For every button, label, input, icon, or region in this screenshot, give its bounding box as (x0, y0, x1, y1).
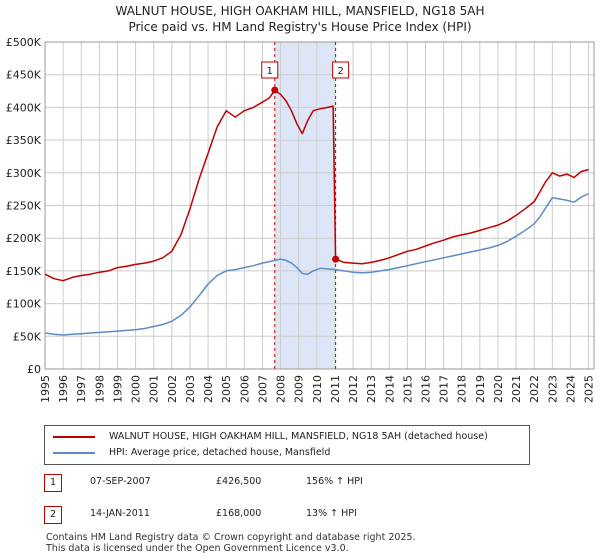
x-tick-label: 2004 (202, 375, 215, 403)
y-tick-label: £500K (6, 36, 42, 49)
sale-badge-1: 1 (44, 474, 62, 492)
sale-hpi-1: 156% ↑ HPI (306, 476, 363, 487)
x-tick-label: 2009 (293, 375, 306, 403)
x-tick-label: 2006 (238, 375, 251, 403)
sale-hpi-2: 13% ↑ HPI (306, 508, 357, 519)
x-tick-label: 2018 (456, 375, 469, 403)
x-tick-label: 2021 (510, 375, 523, 403)
sale-date-2: 14-JAN-2011 (90, 508, 150, 519)
x-tick-label: 2019 (474, 375, 487, 403)
x-tick-label: 2022 (528, 375, 541, 403)
chart-legend: WALNUT HOUSE, HIGH OAKHAM HILL, MANSFIEL… (44, 425, 530, 465)
y-tick-label: £300K (6, 167, 42, 180)
sale-point (332, 255, 340, 263)
property-price-line (44, 89, 589, 282)
x-tick-label: 2015 (401, 375, 414, 403)
x-tick-label: 2020 (492, 375, 505, 403)
price-chart: £0 £50K £100K £150K £200K £250K £300K £350K £400… (6, 36, 596, 403)
y-tick-label: £450K (6, 69, 42, 82)
footer-copyright: Contains HM Land Registry data © Crown c… (46, 532, 416, 543)
sale-price-1: £426,500 (216, 476, 262, 487)
x-tick-label: 2017 (438, 375, 451, 403)
y-tick-label: £350K (6, 134, 42, 147)
sale-label-box (332, 61, 350, 79)
hpi-line (44, 193, 589, 336)
y-tick-label: £400K (6, 101, 42, 114)
sale-price-2: £168,000 (216, 508, 262, 519)
y-tick-label: £0 (27, 363, 41, 376)
y-tick-label: £50K (13, 330, 42, 343)
x-tick-label: 1997 (75, 375, 88, 403)
sale-label-box (261, 61, 279, 79)
x-tick-label: 2023 (546, 375, 559, 403)
legend-label-hpi: HPI: Average price, detached house, Mans… (109, 447, 331, 458)
x-tick-label: 2025 (583, 375, 596, 403)
x-tick-label: 2000 (130, 375, 143, 403)
sale-point (271, 86, 279, 94)
y-tick-label: £250K (6, 200, 42, 213)
x-tick-label: 1998 (93, 375, 106, 403)
y-tick-label: £100K (6, 298, 42, 311)
y-tick-label: £150K (6, 265, 42, 278)
x-tick-label: 2016 (419, 375, 432, 403)
x-tick-label: 2005 (220, 375, 233, 403)
legend-swatch-property (53, 436, 95, 438)
footer-license: This data is licensed under the Open Gov… (46, 543, 349, 554)
x-tick-label: 1996 (57, 375, 70, 403)
sale-label-number: 2 (337, 66, 343, 77)
x-tick-label: 2010 (311, 375, 324, 403)
sale-badge-2: 2 (44, 506, 62, 524)
sale-label-number: 1 (267, 66, 273, 77)
x-tick-label: 2002 (166, 375, 179, 403)
x-tick-label: 2024 (564, 375, 577, 403)
chart-subtitle: Price paid vs. HM Land Registry's House … (128, 20, 472, 34)
legend-swatch-hpi (53, 452, 95, 454)
x-tick-label: 2011 (329, 375, 342, 403)
x-tick-label: 2012 (347, 375, 360, 403)
x-tick-label: 2008 (275, 375, 288, 403)
plot-border (44, 41, 595, 370)
x-tick-label: 2001 (148, 375, 161, 403)
x-tick-label: 1995 (39, 375, 52, 403)
x-tick-label: 2014 (383, 375, 396, 403)
legend-label-property: WALNUT HOUSE, HIGH OAKHAM HILL, MANSFIEL… (109, 431, 488, 442)
y-tick-label: £200K (6, 232, 42, 245)
x-tick-label: 1999 (111, 375, 124, 403)
x-tick-label: 2007 (256, 375, 269, 403)
sale-date-1: 07-SEP-2007 (90, 476, 151, 487)
x-tick-label: 2003 (184, 375, 197, 403)
chart-title: WALNUT HOUSE, HIGH OAKHAM HILL, MANSFIEL… (115, 4, 485, 18)
x-tick-label: 2013 (365, 375, 378, 403)
